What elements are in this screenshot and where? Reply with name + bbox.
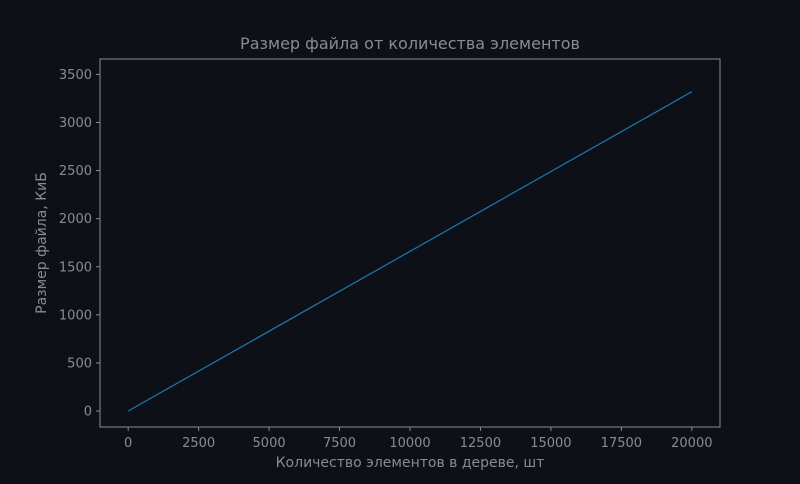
y-tick-label: 500: [67, 356, 92, 371]
y-tick-label: 2000: [59, 212, 92, 227]
x-tick-label: 7500: [323, 436, 356, 451]
y-tick-label: 3000: [59, 116, 92, 131]
plot-frame: [99, 58, 721, 428]
plot-area: 0 2500 5000 7500 10000 12500 15000 17500 20000 0 5…: [59, 58, 721, 451]
x-tick-label: 2500: [182, 436, 215, 451]
y-axis-label: Размер файла, КиБ: [34, 172, 50, 314]
x-tick-label: 20000: [671, 436, 712, 451]
x-tick-label: 17500: [601, 436, 642, 451]
x-tick-label: 10000: [389, 436, 430, 451]
x-tick-label: 0: [124, 436, 132, 451]
x-tick-label: 5000: [253, 436, 286, 451]
x-tick-label: 12500: [460, 436, 501, 451]
series-line: [127, 91, 693, 412]
y-tick-label: 1000: [59, 308, 92, 323]
y-tick-label: 2500: [59, 164, 92, 179]
chart-title: Размер файла от количества элементов: [240, 34, 580, 53]
y-tick-label: 3500: [59, 68, 92, 83]
y-tick-label: 1500: [59, 260, 92, 275]
y-tick-label: 0: [84, 405, 92, 420]
x-tick-label: 15000: [530, 436, 571, 451]
x-axis-label: Количество элементов в дереве, шт: [276, 455, 545, 471]
